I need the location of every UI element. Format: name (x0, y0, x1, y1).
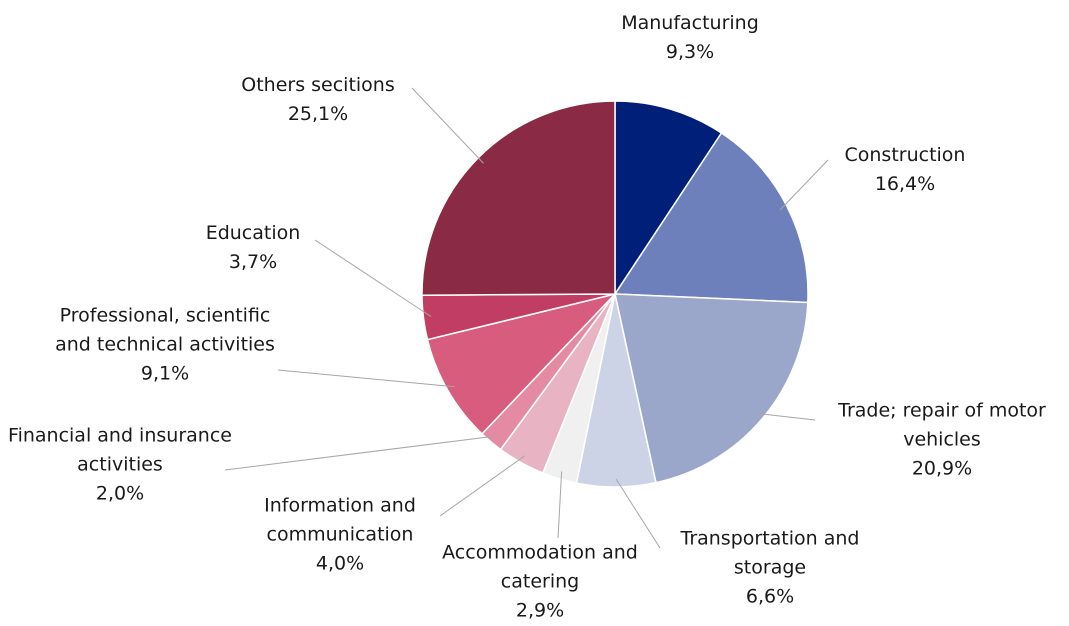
category-label: Others secitions (241, 74, 395, 96)
slice-label: Financial and insurance activities 2,0% (5, 422, 235, 509)
category-label: Manufacturing (621, 12, 759, 34)
value-label: 9,1% (140, 362, 190, 385)
value-label: 3,7% (228, 251, 278, 273)
pie-slice (613, 131, 809, 304)
category-label: Education (205, 222, 301, 244)
leader-line (411, 87, 484, 164)
leader-line (756, 412, 816, 421)
pie-slice (614, 100, 723, 297)
leader-line (224, 435, 497, 471)
slice-label: Information and communication 4,0% (240, 492, 440, 579)
value-label: 2,9% (515, 599, 565, 622)
category-label: Information and communication (264, 494, 416, 546)
category-label: Professional, scientific and technical a… (55, 304, 275, 356)
category-label: Trade; repair of motor vehicles (838, 399, 1046, 451)
value-label: 9,3% (665, 41, 715, 63)
category-label: Financial and insurance activities (8, 424, 232, 476)
slice-label: Others secitions 25,1% (218, 71, 418, 129)
slice-label: Professional, scientific and technical a… (50, 302, 280, 389)
slice-label: Construction 16,4% (805, 141, 1005, 199)
category-label: Accommodation and catering (442, 541, 638, 593)
category-label: Transportation and storage (680, 527, 860, 579)
leader-line (439, 455, 526, 517)
value-label: 20,9% (911, 457, 973, 480)
slice-label: Education 3,7% (153, 219, 353, 277)
value-label: 16,4% (874, 173, 936, 195)
value-label: 6,6% (745, 585, 795, 608)
pie-slice (614, 293, 809, 484)
slice-label: Transportation and storage 6,6% (650, 525, 890, 612)
value-label: 2,0% (95, 482, 145, 505)
slice-label: Manufacturing 9,3% (590, 9, 790, 67)
slice-label: Trade; repair of motor vehicles 20,9% (822, 397, 1062, 484)
leader-line (277, 369, 455, 388)
slice-label: Accommodation and catering 2,9% (440, 539, 640, 626)
leader-line (615, 479, 661, 549)
category-label: Construction (844, 144, 966, 166)
pie-slice (421, 100, 616, 296)
leader-line (314, 239, 432, 318)
value-label: 4,0% (315, 552, 365, 575)
value-label: 25,1% (287, 103, 349, 125)
leader-line (779, 159, 829, 211)
leader-line (557, 471, 563, 539)
